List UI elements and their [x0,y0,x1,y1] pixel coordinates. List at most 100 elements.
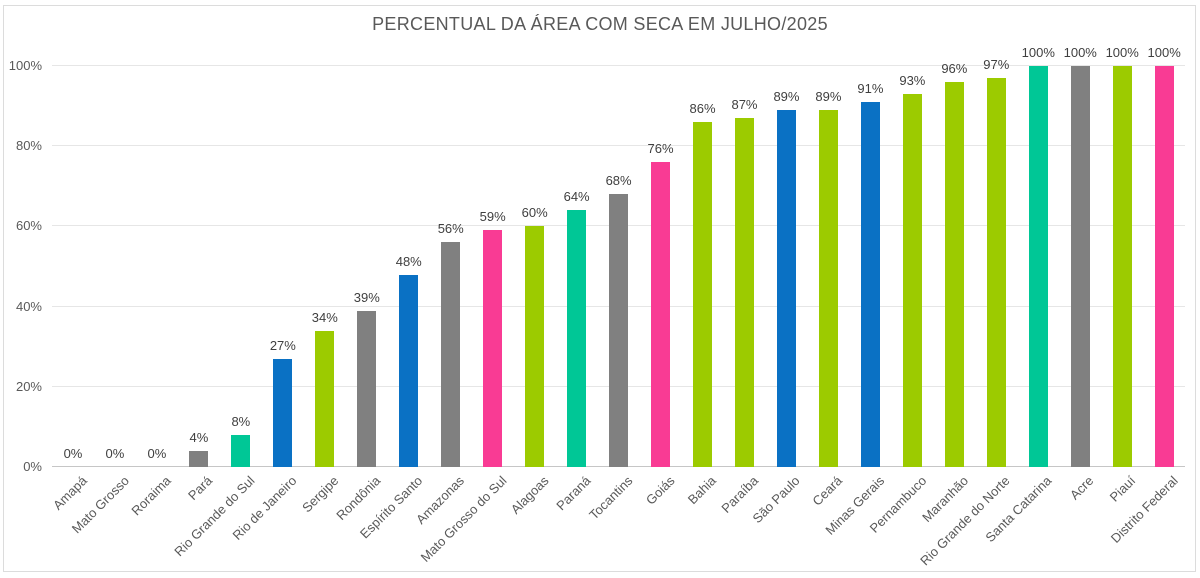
x-axis-label: Piauí [1107,473,1139,505]
bar-column: 89% [807,66,849,467]
bar-column: 100% [1143,45,1185,467]
bar-column: 4% [178,66,220,467]
bar-value-label: 34% [311,309,338,325]
bar [315,330,335,467]
bar [1154,66,1174,467]
bar-value-label: 91% [857,81,884,97]
bar [399,274,419,467]
bar-value-label: 76% [647,141,674,157]
bar [651,162,671,467]
bar [189,450,209,467]
bar [1070,66,1090,467]
bar-column: 8% [220,66,262,467]
bar-value-label: 100% [1021,45,1055,60]
bar-column: 91% [849,66,891,467]
bar-value-label: 60% [521,205,548,221]
bar-value-label: 68% [605,173,632,189]
bar-value-label: 97% [983,57,1010,73]
bar [1112,66,1132,467]
y-axis-tick-label: 40% [15,298,42,314]
bar-column: 0% [52,66,94,467]
plot-area: 0% 0% 0% 4% 8% 27% 34% 39% 48% 56% 59% 60% 64% 68% 76%… [52,45,1185,467]
bar [902,94,922,467]
bar [734,118,754,467]
bar-column: 39% [346,66,388,467]
bar [231,434,251,467]
bar [483,230,503,467]
bar-value-label: 100% [1105,45,1139,60]
bar-value-label: 87% [731,97,758,113]
bar [860,102,880,467]
bar-column: 56% [430,66,472,467]
bar-column: 76% [640,66,682,467]
bar-value-label: 0% [105,446,125,461]
x-axis-label: Bahia [684,473,720,508]
bar-column: 100% [1059,45,1101,467]
bar-value-label: 86% [689,101,716,117]
bar-column: 27% [262,66,304,467]
x-axis-label: Alagoas [507,473,552,517]
bar [441,242,461,467]
bar-column: 68% [598,66,640,467]
bar-value-label: 48% [395,253,422,269]
bar-column: 48% [388,66,430,467]
bar-column: 60% [514,66,556,467]
bar [525,226,545,467]
bar-value-label: 89% [773,89,800,105]
chart-title: PERCENTUAL DA ÁREA COM SECA EM JULHO/202… [372,14,828,34]
bar-value-label: 27% [269,337,296,353]
bar [357,310,377,467]
x-axis-label: Ceará [809,473,845,509]
y-axis-tick-label: 20% [15,378,42,394]
bar [567,210,587,467]
bar-value-label: 0% [63,446,83,461]
x-axis-label: Acre [1067,473,1097,503]
bar-value-label: 8% [231,413,251,429]
bar [818,110,838,467]
gridline [52,65,1185,66]
y-axis: 0% 20% 40% 60% 80% 100% [0,58,42,474]
bar-column: 100% [1101,45,1143,467]
x-axis-label: Paraná [552,473,594,514]
bar [609,194,629,467]
bar-value-label: 93% [899,73,926,89]
bar-column: 96% [933,61,975,467]
y-axis-tick-label: 60% [15,218,42,234]
bar-value-label: 64% [563,189,590,205]
columns: 0% 0% 0% 4% 8% 27% 34% 39% 48% 56% 59% 60% 64% 68% 76%… [52,45,1185,467]
bar-value-label: 0% [147,446,167,461]
bar-value-label: 96% [941,61,968,77]
y-axis-tick-label: 0% [23,459,42,474]
y-axis-tick-label: 100% [8,58,42,73]
bar [693,122,713,467]
bar-value-label: 100% [1147,45,1181,60]
x-axis-label: Roraima [128,473,174,519]
bar [986,78,1006,467]
bar-value-label: 89% [815,89,842,105]
bar-column: 0% [94,66,136,467]
x-axis-label: Amapá [49,473,90,513]
x-axis-label: Tocantins [585,473,636,523]
bar-value-label: 39% [353,289,380,305]
x-axis-label: Goiás [642,473,678,508]
bar-column: 64% [556,66,598,467]
bar [1028,66,1048,467]
x-axis-label: Pará [185,473,216,504]
bar-column: 100% [1017,45,1059,467]
bar-value-label: 4% [189,429,209,445]
bar-value-label: 100% [1063,45,1097,60]
bar [776,110,796,467]
y-axis-tick-label: 80% [15,138,42,154]
bar-value-label: 59% [479,209,506,225]
bar-column: 34% [304,66,346,467]
gridline [52,145,1185,147]
bar-column: 0% [136,66,178,467]
bar-column: 86% [682,66,724,467]
bar-column: 93% [891,66,933,467]
bar-column: 59% [472,66,514,467]
bar-column: 89% [765,66,807,467]
bar-value-label: 56% [437,221,464,237]
bar-column: 87% [724,66,766,467]
bar [273,358,293,467]
